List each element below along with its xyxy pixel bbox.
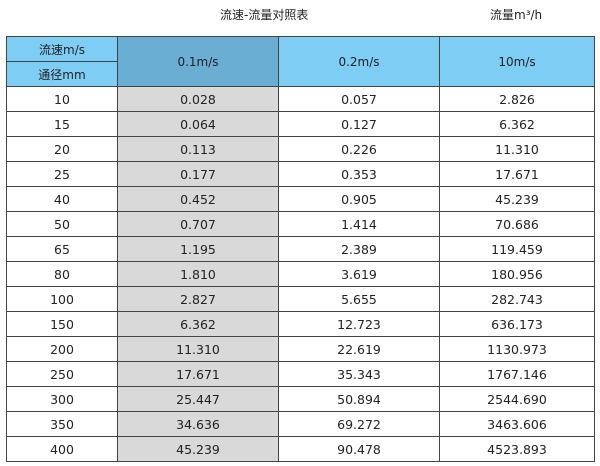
flow-cell: 1130.973: [439, 336, 595, 362]
table-row: 10 0.028 0.057 2.826: [6, 86, 595, 112]
flow-cell: 2544.690: [439, 386, 595, 412]
column-header: 0.1m/s: [117, 36, 279, 87]
flow-cell: 119.459: [439, 236, 595, 262]
flow-cell: 69.272: [278, 411, 440, 437]
flow-cell: 34.636: [117, 411, 279, 437]
table-row: 300 25.447 50.894 2544.690: [6, 386, 595, 412]
flow-cell: 5.655: [278, 286, 440, 312]
flow-cell: 1.195: [117, 236, 279, 262]
diameter-cell: 80: [6, 261, 118, 287]
flow-cell: 70.686: [439, 211, 595, 237]
flow-cell: 0.905: [278, 186, 440, 212]
diameter-cell: 65: [6, 236, 118, 262]
diameter-cell: 350: [6, 411, 118, 437]
flow-cell: 0.452: [117, 186, 279, 212]
table-row: 20 0.113 0.226 11.310: [6, 136, 595, 162]
flow-cell: 0.127: [278, 111, 440, 137]
flow-cell: 636.173: [439, 311, 595, 337]
flow-cell: 2.389: [278, 236, 440, 262]
flow-cell: 6.362: [117, 311, 279, 337]
header-row: 通径mm: [6, 61, 595, 87]
flow-cell: 180.956: [439, 261, 595, 287]
velocity-flow-table: 流速m/s 0.1m/s 0.2m/s 10m/s 通径mm 10 0.028 0.…: [6, 36, 595, 462]
flow-cell: 0.353: [278, 161, 440, 187]
flow-cell: 0.177: [117, 161, 279, 187]
flow-cell: 0.113: [117, 136, 279, 162]
flow-cell: 0.707: [117, 211, 279, 237]
header-row: 流速m/s 0.1m/s 0.2m/s 10m/s: [6, 36, 595, 87]
flow-cell: 3463.606: [439, 411, 595, 437]
diameter-cell: 20: [6, 136, 118, 162]
diameter-cell: 25: [6, 161, 118, 187]
flow-cell: 90.478: [278, 436, 440, 462]
flow-cell: 0.226: [278, 136, 440, 162]
flow-cell: 50.894: [278, 386, 440, 412]
diameter-cell: 250: [6, 361, 118, 387]
diameter-cell: 50: [6, 211, 118, 237]
flow-cell: 11.310: [117, 336, 279, 362]
table-row: 40 0.452 0.905 45.239: [6, 186, 595, 212]
flow-cell: 45.239: [117, 436, 279, 462]
flow-cell: 17.671: [117, 361, 279, 387]
flow-cell: 0.057: [278, 86, 440, 112]
table-title: 流速-流量对照表: [220, 8, 309, 22]
table-row: 65 1.195 2.389 119.459: [6, 236, 595, 262]
table-row: 350 34.636 69.272 3463.606: [6, 411, 595, 437]
table-row: 50 0.707 1.414 70.686: [6, 211, 595, 237]
flow-cell: 1.810: [117, 261, 279, 287]
table-row: 100 2.827 5.655 282.743: [6, 286, 595, 312]
table-row: 80 1.810 3.619 180.956: [6, 261, 595, 287]
flow-cell: 22.619: [278, 336, 440, 362]
velocity-header: 流速m/s: [6, 36, 118, 62]
flow-cell: 0.028: [117, 86, 279, 112]
flow-cell: 4523.893: [439, 436, 595, 462]
flow-cell: 35.343: [278, 361, 440, 387]
flow-cell: 11.310: [439, 136, 595, 162]
diameter-cell: 10: [6, 86, 118, 112]
diameter-cell: 150: [6, 311, 118, 337]
flow-cell: 45.239: [439, 186, 595, 212]
table-row: 250 17.671 35.343 1767.146: [6, 361, 595, 387]
flow-cell: 6.362: [439, 111, 595, 137]
flow-cell: 25.447: [117, 386, 279, 412]
table-row: 25 0.177 0.353 17.671: [6, 161, 595, 187]
table-row: 150 6.362 12.723 636.173: [6, 311, 595, 337]
flow-cell: 3.619: [278, 261, 440, 287]
flow-cell: 2.826: [439, 86, 595, 112]
flow-cell: 0.064: [117, 111, 279, 137]
flow-cell: 1.414: [278, 211, 440, 237]
diameter-cell: 40: [6, 186, 118, 212]
table-row: 15 0.064 0.127 6.362: [6, 111, 595, 137]
diameter-cell: 15: [6, 111, 118, 137]
table-row: 400 45.239 90.478 4523.893: [6, 436, 595, 462]
diameter-header: 通径mm: [6, 61, 118, 87]
flow-unit-label: 流量m³/h: [490, 8, 543, 22]
diameter-cell: 100: [6, 286, 118, 312]
flow-cell: 2.827: [117, 286, 279, 312]
table-row: 200 11.310 22.619 1130.973: [6, 336, 595, 362]
flow-cell: 12.723: [278, 311, 440, 337]
flow-cell: 1767.146: [439, 361, 595, 387]
flow-cell: 17.671: [439, 161, 595, 187]
diameter-cell: 300: [6, 386, 118, 412]
column-header: 10m/s: [439, 36, 595, 87]
column-header: 0.2m/s: [278, 36, 440, 87]
flow-cell: 282.743: [439, 286, 595, 312]
diameter-cell: 400: [6, 436, 118, 462]
diameter-cell: 200: [6, 336, 118, 362]
